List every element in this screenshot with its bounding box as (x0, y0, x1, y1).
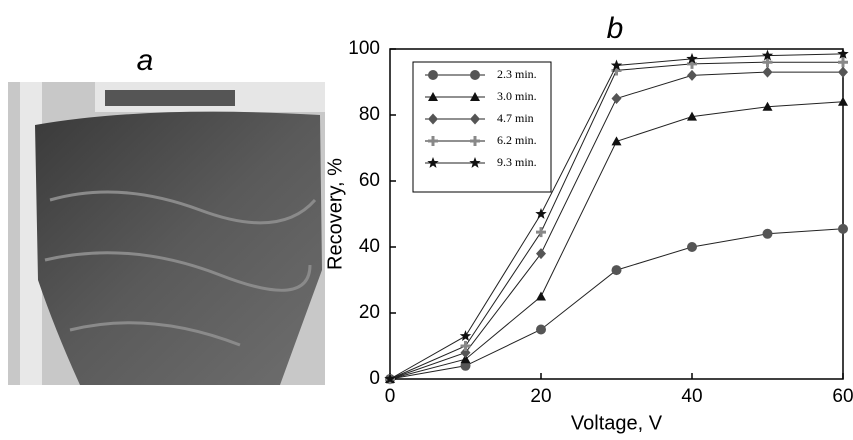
x-tick-label: 60 (832, 386, 853, 407)
marker (762, 66, 773, 78)
x-tick-label: 40 (681, 386, 702, 407)
marker (470, 70, 480, 80)
marker (536, 248, 546, 260)
marker (687, 111, 697, 121)
chart-title: b (607, 12, 624, 45)
marker (838, 57, 848, 68)
marker (469, 157, 481, 168)
photo-sample (35, 111, 322, 386)
marker (536, 324, 546, 335)
marker (762, 57, 773, 68)
marker (687, 69, 697, 81)
marker (762, 228, 773, 239)
marker (686, 52, 698, 64)
legend-label: 6.2 min. (497, 133, 537, 147)
y-tick-label: 0 (369, 368, 380, 389)
y-tick-label: 40 (359, 236, 380, 257)
marker (611, 265, 622, 276)
x-tick-label: 20 (530, 386, 551, 407)
marker (761, 49, 774, 61)
marker (428, 136, 438, 146)
y-tick-label: 100 (348, 38, 380, 59)
marker (762, 101, 773, 111)
marker (838, 66, 848, 78)
marker (838, 96, 848, 106)
marker (460, 341, 471, 351)
marker (428, 70, 438, 80)
photo-pipe (105, 90, 235, 106)
marker (536, 227, 546, 238)
marker (384, 373, 396, 384)
marker (470, 92, 480, 101)
legend: 2.3 min. 3.0 min. 4.7 min 6.2 min. 9.3 min. (412, 61, 552, 193)
plot-frame (389, 48, 844, 380)
legend-label: 4.7 min (497, 111, 534, 125)
marker (460, 354, 471, 364)
marker (428, 113, 438, 125)
marker (470, 136, 480, 146)
photo-texture (44, 190, 317, 347)
marker (460, 347, 471, 359)
legend-label: 9.3 min. (497, 155, 537, 169)
photo-label: a (137, 44, 154, 77)
y-axis-label: Recovery, % (324, 158, 346, 270)
marker (535, 208, 547, 219)
y-tick-label: 20 (359, 302, 380, 323)
series-line (389, 228, 844, 380)
marker (427, 157, 439, 168)
marker (837, 47, 849, 59)
marker (611, 136, 622, 146)
marker (687, 242, 697, 252)
marker (611, 93, 622, 104)
marker (536, 291, 546, 301)
marker (428, 92, 438, 101)
legend-box (412, 61, 552, 193)
marker (838, 223, 848, 234)
x-axis-label: Voltage, V (571, 412, 663, 434)
legend-label: 2.3 min. (497, 67, 537, 81)
y-tick-label: 60 (359, 170, 380, 191)
y-tick-label: 80 (359, 104, 380, 125)
marker (610, 59, 623, 71)
photo: a (8, 44, 325, 386)
marker (460, 360, 471, 371)
legend-label: 3.0 min. (497, 89, 537, 103)
x-tick-label: 0 (385, 386, 396, 407)
marker (470, 113, 480, 125)
marker (459, 330, 472, 341)
